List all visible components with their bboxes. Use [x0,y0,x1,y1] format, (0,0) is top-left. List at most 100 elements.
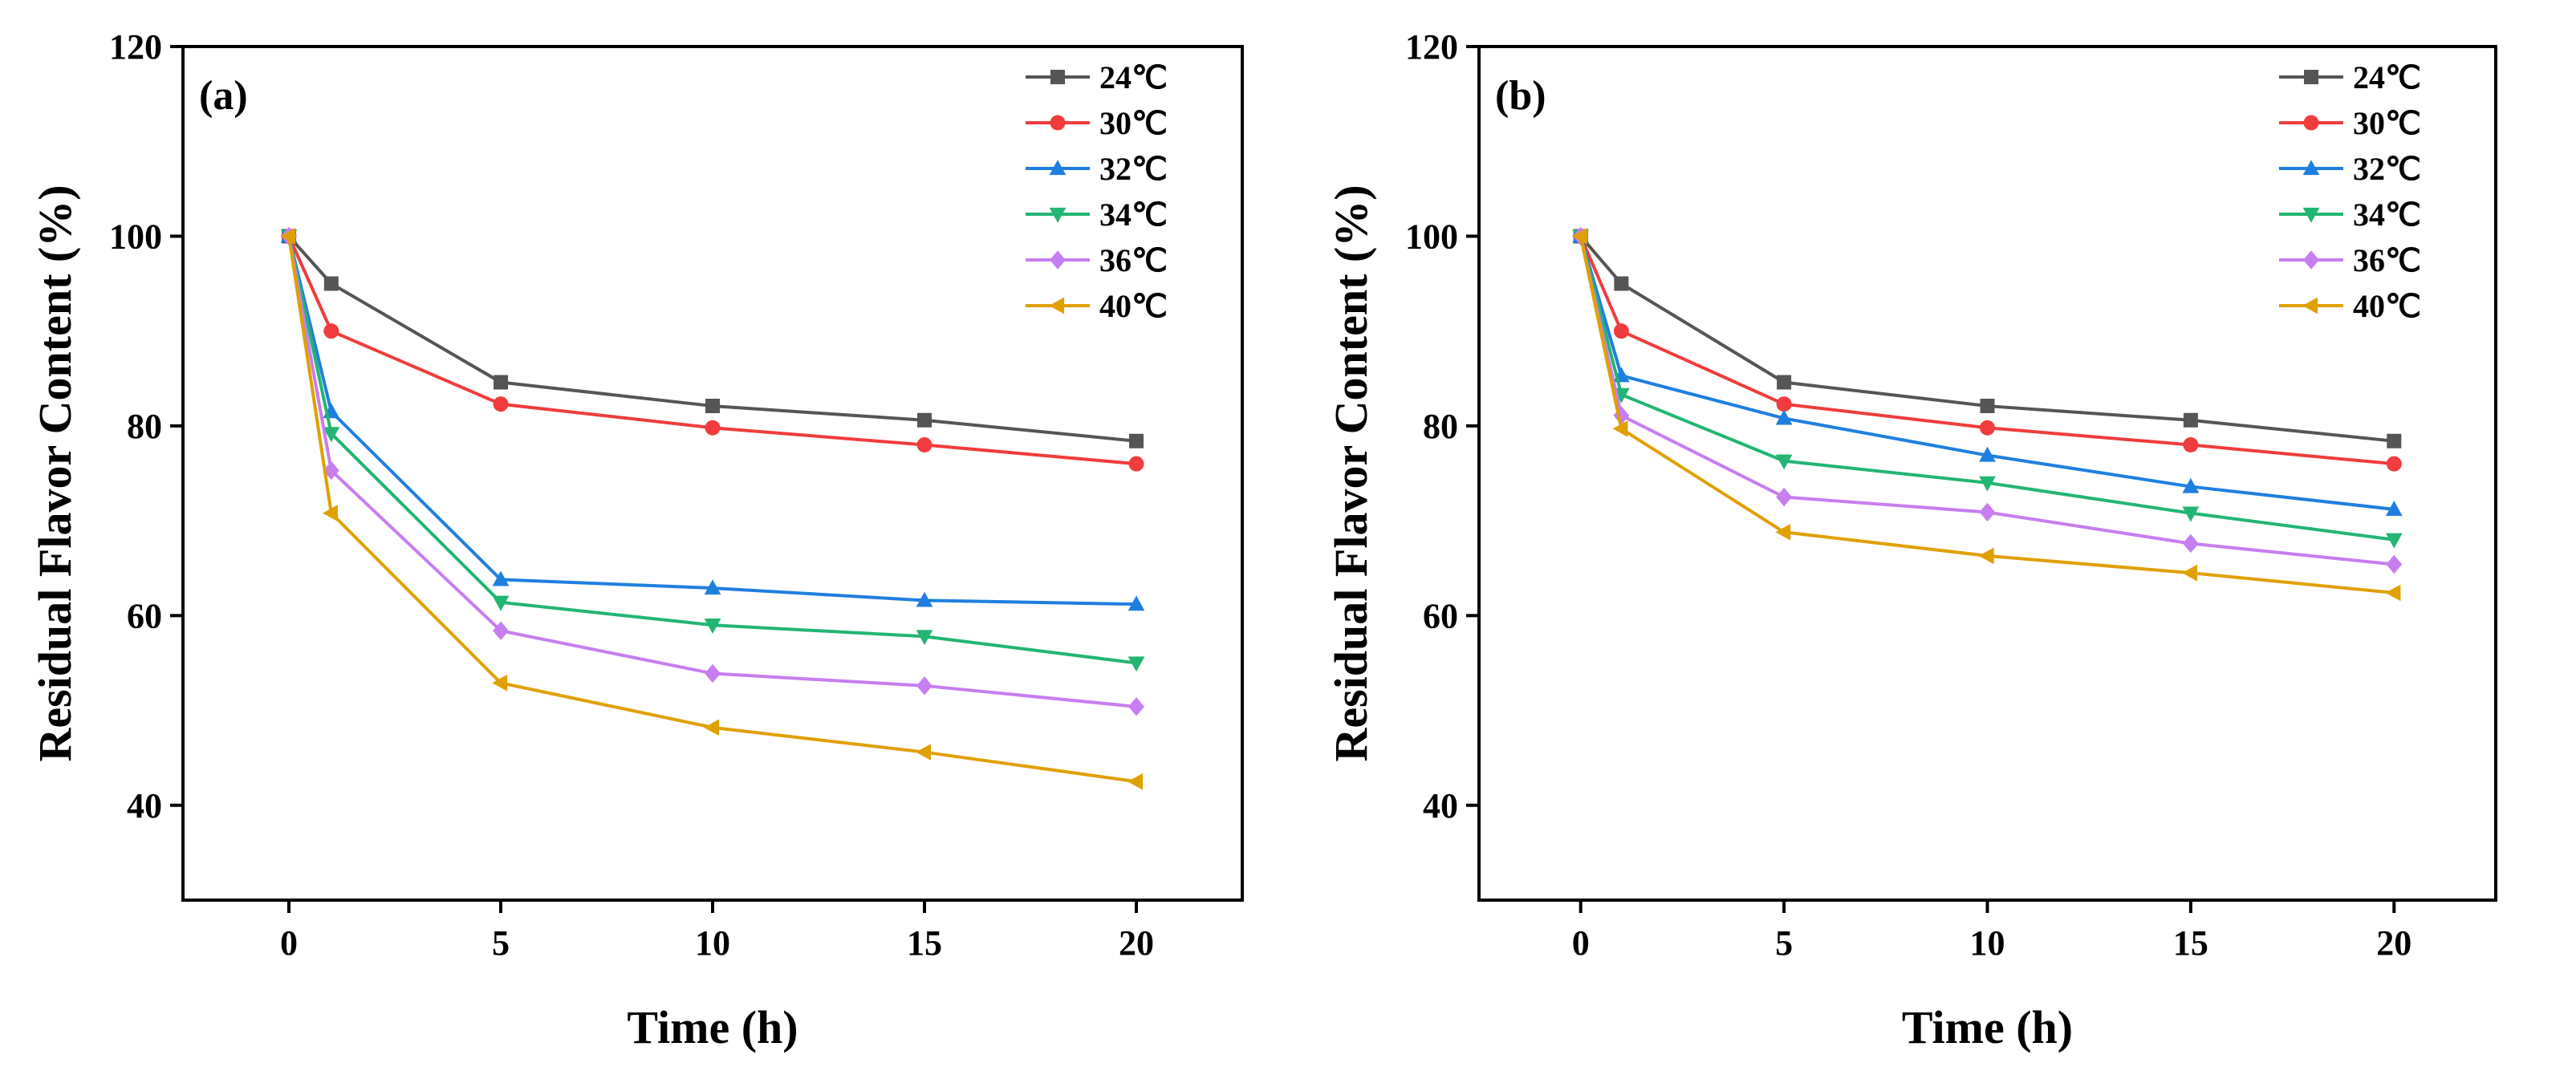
data-point [1978,547,1994,565]
data-point [2387,433,2402,448]
series-40℃ [1571,228,2401,602]
legend-label: 36℃ [2353,242,2421,278]
legend-marker [2302,297,2318,314]
data-point [2385,533,2403,549]
x-tick-label: 10 [1970,923,2005,963]
legend-marker [1049,160,1067,176]
data-point [323,427,340,443]
data-point [2385,501,2403,517]
x-tick-label: 15 [907,923,942,963]
series-line [287,235,1137,466]
y-tick-label: 120 [1405,27,1458,67]
x-tick-label: 5 [1775,923,1793,963]
data-point [494,375,508,390]
data-point [2385,584,2401,602]
legend-item: 30℃ [1026,105,1168,141]
x-tick-label: 5 [492,923,510,963]
panel-label: (a) [199,73,248,119]
y-tick-label: 120 [109,27,162,67]
legend-label: 30℃ [2353,105,2421,141]
data-point [323,276,339,291]
data-point [1128,656,1145,672]
series-36℃ [1572,226,2403,574]
y-tick-label: 40 [1423,786,1458,826]
legend-label: 32℃ [1099,151,1168,187]
legend-label: 36℃ [1099,242,1168,278]
y-axis-title: Residual Flavor Content (%) [1325,185,1377,761]
legend-item: 34℃ [1026,197,1168,233]
panel-label: (b) [1495,73,1546,119]
legend-marker [1049,207,1067,223]
series-line [1579,235,2395,443]
chart-panel-b: 40 60 80 100 120 0 5 10 15 20 Time (h) Residual Fla… [1325,27,2497,1053]
data-point [916,630,933,646]
legend: 24℃ 30℃ 32℃ 34℃ 36℃ 40℃ [2279,59,2421,324]
y-tick-label: 80 [1423,407,1458,446]
y-tick-label: 40 [127,786,162,826]
plot-frame [181,45,1244,902]
data-point [2182,564,2197,582]
data-point [1614,276,1629,291]
data-point [323,460,339,481]
x-tick-label: 15 [2173,923,2208,963]
series-30℃ [1573,228,2402,472]
data-point [1128,595,1145,611]
data-point [2183,437,2199,453]
legend-marker [1050,250,1066,270]
y-tick-label: 100 [1405,217,1458,256]
data-point [1128,773,1144,790]
data-point [704,719,720,736]
series-line [287,236,1137,784]
series-line [1579,235,2395,542]
legend-marker [1049,297,1065,314]
series-40℃ [280,228,1144,790]
series-34℃ [280,229,1145,672]
data-point [1979,476,1996,492]
data-point [1613,323,1629,339]
data-point [1571,228,1587,245]
x-tick-label: 0 [1572,923,1590,963]
legend-marker [2303,250,2319,270]
series-24℃ [1573,229,2402,448]
data-point [1775,454,1793,470]
legend-label: 24℃ [2353,59,2421,95]
legend-item: 32℃ [2279,151,2421,187]
legend-item: 32℃ [1026,151,1168,187]
data-point [492,595,510,611]
data-point [917,412,932,428]
series-line [1579,235,2395,511]
plot-frame [1477,45,2497,902]
series-line [287,235,1137,606]
legend-marker [2303,115,2319,131]
data-point [2183,412,2198,428]
series-24℃ [282,229,1144,448]
x-axis-title: Time (h) [1902,1001,2073,1053]
data-point [492,674,508,692]
x-axis-title: Time (h) [627,1001,798,1053]
series-34℃ [1572,229,2403,549]
series-line [1579,235,2395,466]
data-point [705,420,721,436]
series-30℃ [281,228,1144,472]
data-point [1980,420,1995,436]
data-point [916,591,933,607]
data-point [916,744,932,761]
series-32℃ [1572,227,2403,517]
data-point [2386,554,2403,574]
data-point [280,228,296,245]
legend-item: 30℃ [2279,105,2421,141]
legend-label: 40℃ [1099,288,1168,324]
data-point [705,663,721,684]
series-36℃ [281,226,1144,716]
series-32℃ [280,227,1145,611]
chart-panel-a: 40 60 80 100 120 0 5 10 15 20 Time (h) Residual Fla… [29,27,1244,1053]
y-axis-title: Residual Flavor Content (%) [29,185,81,761]
series-line [287,236,1137,708]
data-point [1129,433,1144,448]
data-point [704,619,721,634]
data-point [2182,506,2200,522]
data-point [1979,502,1996,522]
series-line [1579,236,2395,566]
legend-marker [2302,207,2320,223]
legend-item: 24℃ [2279,59,2421,95]
